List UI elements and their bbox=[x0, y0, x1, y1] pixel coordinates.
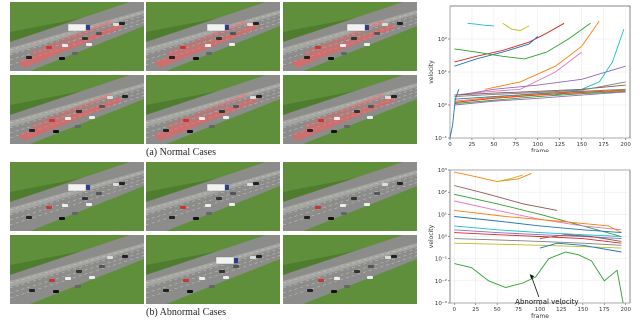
abnormal-frame-5 bbox=[146, 235, 280, 304]
normal-frame-3 bbox=[283, 2, 417, 71]
normal-chart-x-tick-label: 100 bbox=[533, 142, 544, 148]
normal-frame-1 bbox=[10, 2, 144, 71]
normal-chart-x-tick-label: 25 bbox=[468, 142, 475, 148]
abnormal-chart-series-3 bbox=[454, 185, 558, 211]
normal-chart-series-11 bbox=[454, 81, 626, 98]
normal-chart-x-axis-label: frame bbox=[531, 148, 549, 152]
normal-chart-series-13 bbox=[454, 89, 626, 103]
abnormal-chart-y-axis-label: velocity bbox=[428, 224, 435, 248]
abnormal-chart-y-tick-label: 10⁻³ bbox=[435, 300, 447, 307]
velocity-chart-abnormal: 0 25 50 75 100 125 150 175 200 10⁻³ 10⁻² 10⁻¹ 10⁰ 10¹… bbox=[428, 167, 631, 320]
abnormal-chart-x-tick-label: 0 bbox=[453, 307, 457, 313]
normal-chart-series-5 bbox=[454, 51, 582, 96]
abnormal-frame-4 bbox=[10, 235, 144, 304]
normal-chart-series-16 bbox=[454, 91, 626, 106]
normal-chart-y-axis-label: velocity bbox=[428, 60, 435, 84]
normal-chart-x-tick-label: 75 bbox=[512, 142, 519, 148]
normal-chart-series-1 bbox=[467, 22, 494, 27]
abnormal-chart-x-tick-label: 150 bbox=[578, 307, 589, 313]
normal-chart-series-9 bbox=[555, 28, 625, 96]
abnormal-frame-3 bbox=[283, 162, 417, 231]
abnormal-chart-series-6 bbox=[454, 209, 622, 233]
normal-chart-y-tick-label: 10² bbox=[438, 36, 447, 43]
normal-chart-series-12 bbox=[454, 88, 626, 100]
abnormal-chart-series-4 bbox=[454, 193, 622, 237]
normal-frame-2 bbox=[146, 2, 280, 71]
abnormal-chart-series-11 bbox=[454, 238, 622, 246]
abnormal-chart-series-10 bbox=[454, 232, 622, 244]
normal-chart-series-15 bbox=[454, 89, 626, 102]
normal-chart-x-tick-label: 125 bbox=[555, 142, 566, 148]
normal-chart-x-tick-label: 175 bbox=[598, 142, 609, 148]
normal-chart-series-17 bbox=[449, 89, 460, 139]
velocity-chart-normal: 0 25 50 75 100 125 150 175 200 10⁻¹ 10⁰ 10¹ 10² frame… bbox=[428, 5, 631, 152]
normal-chart-series-2 bbox=[454, 22, 565, 63]
normal-chart-y-tick-label: 10⁻¹ bbox=[435, 135, 447, 142]
normal-chart-series-3 bbox=[454, 36, 539, 67]
normal-chart-x-tick-label: 150 bbox=[576, 142, 587, 148]
normal-frame-6 bbox=[283, 75, 417, 144]
abnormal-chart-y-tick-label: 10⁻¹ bbox=[435, 256, 447, 263]
abnormal-chart-x-tick-label: 125 bbox=[556, 307, 567, 313]
abnormal-chart-x-tick-label: 100 bbox=[535, 307, 546, 313]
abnormal-chart-annotation-arrow bbox=[531, 277, 540, 298]
abnormal-chart-x-axis-label: frame bbox=[531, 313, 549, 320]
normal-chart-x-tick-label: 0 bbox=[448, 142, 452, 148]
normal-chart-series-7 bbox=[485, 20, 600, 90]
abnormal-chart-y-tick-label: 10³ bbox=[438, 167, 447, 174]
caption-abnormal-cases: (b) Abnormal Cases bbox=[146, 307, 226, 318]
normal-chart-series-8 bbox=[458, 65, 626, 96]
normal-frame-5 bbox=[146, 75, 280, 144]
normal-chart-series-10 bbox=[454, 84, 626, 96]
abnormal-chart-x-tick-label: 175 bbox=[599, 307, 610, 313]
normal-frame-4 bbox=[10, 75, 144, 144]
normal-chart-series-14 bbox=[454, 90, 626, 105]
abnormal-chart-y-tick-label: 10⁻² bbox=[435, 278, 447, 285]
abnormal-chart-series-7 bbox=[454, 216, 622, 234]
abnormal-frame-2 bbox=[146, 162, 280, 231]
normal-chart-y-tick-label: 10¹ bbox=[438, 69, 447, 76]
abnormal-frame-1 bbox=[10, 162, 144, 231]
abnormal-chart-y-tick-label: 10⁰ bbox=[438, 234, 448, 241]
normal-chart-x-tick-label: 200 bbox=[620, 142, 631, 148]
abnormal-chart-y-tick-label: 10¹ bbox=[438, 211, 447, 218]
abnormal-chart-series-2 bbox=[497, 174, 524, 183]
abnormal-chart-x-tick-label: 75 bbox=[515, 307, 522, 313]
normal-chart-x-tick-label: 50 bbox=[490, 142, 497, 148]
abnormal-chart-x-tick-label: 25 bbox=[472, 307, 479, 313]
normal-chart-series-4 bbox=[454, 22, 591, 60]
abnormal-chart-x-tick-label: 50 bbox=[494, 307, 501, 313]
abnormal-chart-series-8 bbox=[454, 225, 622, 237]
abnormal-chart-y-tick-label: 10² bbox=[438, 189, 447, 196]
normal-chart-series-6 bbox=[502, 22, 530, 32]
caption-normal-cases: (a) Normal Cases bbox=[146, 147, 216, 158]
abnormal-chart-series-14 bbox=[539, 242, 622, 253]
abnormal-chart-x-tick-label: 200 bbox=[620, 307, 631, 313]
abnormal-frame-6 bbox=[283, 235, 417, 304]
abnormal-chart-annotation-label: Abnormal velocity bbox=[515, 298, 578, 306]
abnormal-chart-series-15 bbox=[539, 234, 622, 242]
abnormal-chart-series-13 bbox=[454, 251, 624, 304]
normal-chart-y-tick-label: 10⁰ bbox=[438, 102, 448, 109]
abnormal-chart-annotation-arrowhead bbox=[529, 274, 535, 280]
